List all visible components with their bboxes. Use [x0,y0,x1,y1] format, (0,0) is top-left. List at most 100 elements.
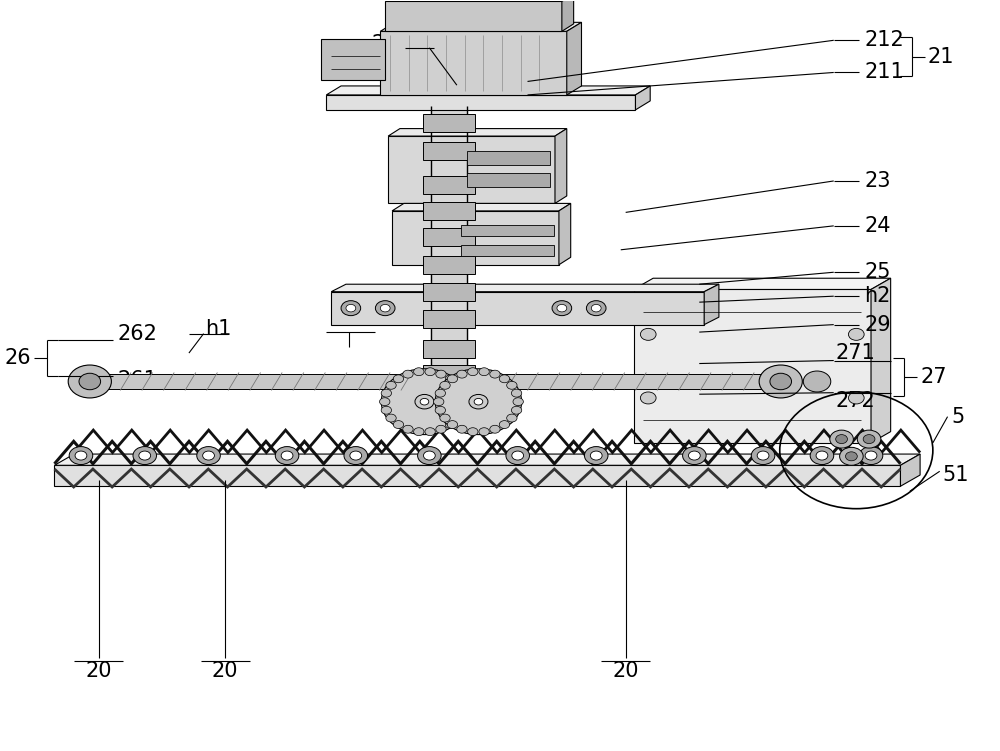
Polygon shape [423,340,475,358]
Circle shape [440,382,450,389]
Circle shape [591,304,601,312]
Circle shape [590,451,602,460]
Text: 26: 26 [4,348,31,367]
Text: h1: h1 [206,319,232,339]
Circle shape [865,451,877,460]
Circle shape [816,451,828,460]
Circle shape [341,300,361,315]
Polygon shape [96,374,418,389]
Polygon shape [567,23,581,95]
Text: 272: 272 [836,391,875,411]
Circle shape [511,389,522,397]
Polygon shape [392,211,559,265]
Circle shape [420,398,429,405]
Circle shape [859,447,883,465]
Circle shape [435,389,446,397]
Polygon shape [634,278,891,289]
Circle shape [479,368,489,376]
Circle shape [836,435,847,444]
Text: 20: 20 [85,661,112,681]
Circle shape [393,421,404,429]
Circle shape [757,451,769,460]
Circle shape [434,398,444,406]
Polygon shape [388,136,555,204]
Polygon shape [461,225,554,237]
Circle shape [69,447,93,465]
Circle shape [759,365,802,398]
Polygon shape [871,278,891,443]
Circle shape [479,428,489,436]
Circle shape [490,370,500,378]
Circle shape [457,389,468,397]
Circle shape [810,447,834,465]
Text: 28: 28 [338,308,364,327]
Circle shape [848,328,864,340]
Polygon shape [423,202,475,220]
Circle shape [403,370,413,378]
Circle shape [507,382,517,389]
Circle shape [688,451,700,460]
Circle shape [506,447,529,465]
Circle shape [350,451,362,460]
Polygon shape [54,454,920,466]
Circle shape [375,300,395,315]
Circle shape [418,447,441,465]
Polygon shape [392,204,571,211]
Polygon shape [562,0,574,32]
Polygon shape [326,95,635,110]
Circle shape [683,447,706,465]
Circle shape [512,451,524,460]
Circle shape [380,398,390,406]
Polygon shape [423,176,475,194]
Polygon shape [635,86,650,110]
Circle shape [203,451,214,460]
Circle shape [557,304,567,312]
Circle shape [457,370,467,378]
Polygon shape [423,113,475,131]
Circle shape [640,328,656,340]
Circle shape [507,414,517,422]
Circle shape [447,421,458,429]
Polygon shape [423,256,475,274]
Circle shape [436,370,446,378]
Polygon shape [326,86,650,95]
Polygon shape [423,310,475,328]
Text: 211: 211 [864,62,904,83]
Circle shape [848,392,864,404]
Polygon shape [423,282,475,300]
Circle shape [435,369,522,435]
Circle shape [75,451,87,460]
Circle shape [468,428,478,436]
Circle shape [490,425,500,433]
Circle shape [846,452,857,461]
Polygon shape [483,374,773,389]
Circle shape [440,414,450,422]
Circle shape [380,304,390,312]
Polygon shape [461,245,554,256]
Text: 5: 5 [952,406,965,427]
Circle shape [435,406,446,414]
Circle shape [381,406,392,414]
Circle shape [445,421,456,429]
Circle shape [857,430,881,448]
Circle shape [453,414,463,422]
Text: 212: 212 [864,30,904,50]
Circle shape [414,428,424,436]
Circle shape [474,398,483,405]
Text: 23: 23 [864,171,891,191]
Circle shape [830,430,853,448]
Circle shape [133,447,157,465]
Polygon shape [380,32,567,95]
Polygon shape [467,173,550,187]
Circle shape [803,371,831,392]
Text: 27: 27 [920,367,947,387]
Circle shape [445,375,456,383]
Polygon shape [423,142,475,160]
Circle shape [79,373,101,390]
Polygon shape [331,291,704,324]
Circle shape [584,447,608,465]
Circle shape [386,414,396,422]
Circle shape [423,451,435,460]
Circle shape [447,375,458,383]
Text: 271: 271 [836,343,875,363]
